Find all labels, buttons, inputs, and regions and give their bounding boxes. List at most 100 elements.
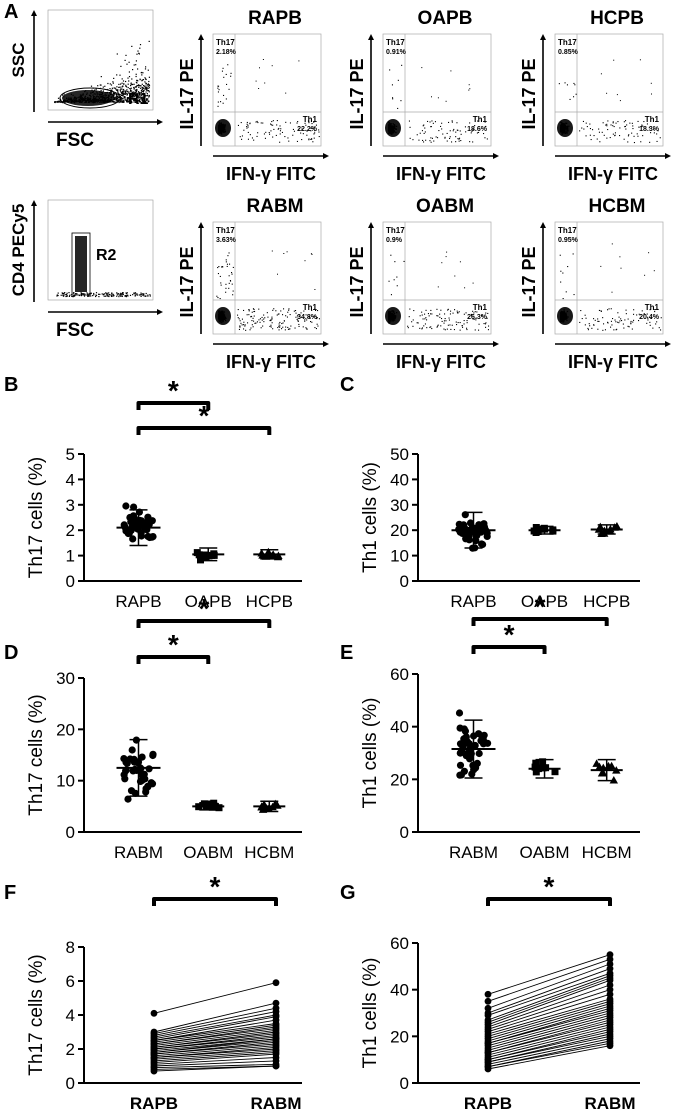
event-dot — [590, 139, 592, 141]
event-dot — [245, 329, 247, 331]
event-dot — [125, 293, 128, 295]
event-dot — [310, 138, 312, 140]
event-dot — [627, 135, 629, 137]
quadrant-plot-rabm: RABM Th17 3.63% Th1 34.8% IL-17 PE IFN-γ FITC — [177, 196, 329, 372]
event-dot — [421, 67, 423, 69]
event-dot — [472, 129, 474, 131]
y-tick-label: 20 — [390, 1027, 409, 1046]
event-dot — [144, 68, 147, 70]
event-dot — [109, 83, 111, 85]
event-dot — [432, 122, 434, 124]
q-upper-left-value: 0.9% — [386, 237, 403, 244]
event-dot — [393, 279, 395, 281]
significance-star: * — [168, 629, 179, 660]
x-axis-label: FSC — [56, 130, 94, 151]
event-dot — [128, 98, 131, 101]
event-dot — [61, 292, 63, 294]
event-dot — [625, 313, 627, 315]
event-dot — [143, 293, 145, 295]
event-dot — [142, 293, 144, 295]
q-lower-right-value: 20.4% — [639, 314, 660, 321]
event-dot — [142, 87, 144, 89]
q-lower-right-value: 34.8% — [297, 314, 318, 321]
event-dot — [310, 130, 312, 132]
event-dot — [137, 91, 139, 93]
paired-line — [153, 1014, 277, 1038]
event-dot — [391, 84, 393, 86]
chart-panel-b: 0 1 2 3 4 5 Th17 cells (%) RAPB OAPB HCPB * * — [26, 375, 302, 611]
event-dot — [72, 292, 74, 294]
plot-title: RAPB — [248, 8, 302, 29]
event-dot — [247, 131, 249, 133]
x-axis-label: IFN-γ FITC — [568, 164, 658, 184]
x-tick-label: RAPB — [115, 592, 161, 611]
event-dot — [450, 328, 452, 330]
event-dot — [612, 121, 614, 123]
event-dot — [225, 259, 227, 261]
event-dot — [424, 323, 426, 325]
event-dot — [98, 296, 100, 298]
event-dot — [128, 92, 130, 94]
event-dot — [139, 294, 141, 296]
paired-line — [487, 979, 611, 1026]
paired-line — [487, 1045, 611, 1070]
event-dot — [219, 275, 221, 277]
event-dot — [141, 94, 143, 96]
event-dot — [431, 328, 433, 330]
event-dot — [423, 124, 425, 126]
event-dot — [622, 323, 624, 325]
y-tick-label: 6 — [66, 972, 75, 991]
event-dot — [141, 293, 143, 295]
event-dot — [598, 131, 600, 133]
event-dot — [317, 325, 319, 327]
event-dot — [129, 96, 131, 98]
q-upper-left-name: Th17 — [558, 38, 577, 47]
event-dot — [431, 120, 433, 122]
event-dot — [223, 94, 225, 96]
event-dot — [80, 292, 82, 294]
event-dot — [628, 326, 630, 328]
event-dot — [457, 312, 459, 314]
paired-line — [487, 972, 611, 1016]
event-dot — [289, 122, 291, 124]
event-dot — [445, 320, 447, 322]
paired-line — [153, 1019, 277, 1041]
event-dot — [258, 88, 260, 89]
y-arrowhead — [31, 200, 37, 206]
event-dot — [281, 131, 283, 133]
event-dot — [594, 319, 596, 321]
q-lower-right-name: Th1 — [303, 115, 318, 124]
event-dot — [315, 328, 317, 330]
event-dot — [298, 60, 300, 62]
event-dot — [632, 128, 634, 130]
event-dot — [126, 89, 128, 91]
event-dot — [447, 308, 449, 310]
flow-cytometry-panel: FSC SSC R1 FSC CD4 PECy5 R2 RAPB Th17 2.18% Th1 22… — [9, 8, 671, 372]
y-axis-label: SSC — [9, 43, 28, 78]
event-dot — [243, 328, 245, 330]
x-arrowhead — [493, 341, 499, 347]
event-dot — [121, 100, 124, 102]
event-dot — [247, 124, 249, 126]
event-dot — [146, 84, 149, 86]
event-dot — [280, 310, 282, 312]
event-dot — [142, 294, 145, 296]
event-dot — [407, 325, 409, 327]
significance-bracket — [136, 401, 211, 410]
event-dot — [451, 324, 453, 326]
event-dot — [127, 101, 129, 103]
event-dot — [122, 94, 124, 97]
event-dot — [147, 94, 149, 96]
panel-letter-d: D — [4, 642, 19, 664]
significance-bracket — [152, 897, 278, 906]
event-dot — [449, 130, 451, 132]
event-dot — [464, 287, 466, 289]
data-point — [271, 799, 280, 808]
event-dot — [258, 308, 260, 310]
x-tick-label: RAPB — [450, 592, 496, 611]
event-dot — [598, 128, 600, 130]
y-axis-label: IL-17 PE — [347, 58, 367, 129]
event-dot — [439, 316, 441, 318]
event-dot — [121, 97, 123, 99]
event-dot — [248, 314, 250, 316]
